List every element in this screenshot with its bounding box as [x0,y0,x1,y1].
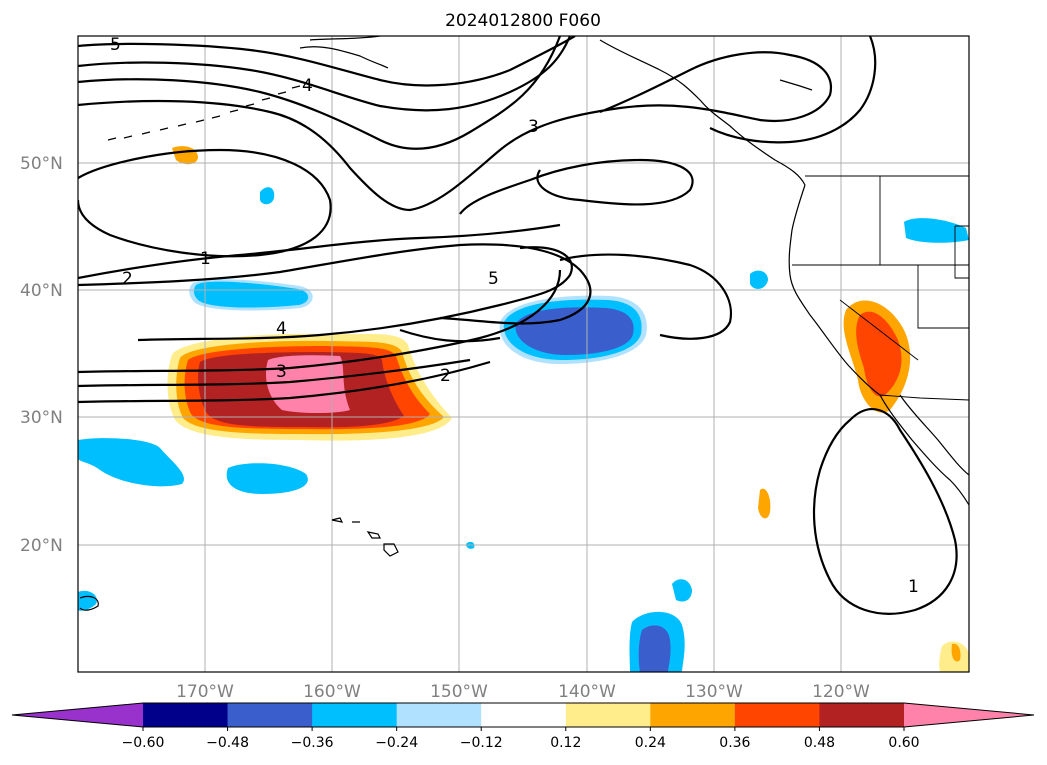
colorbar-ticks: −0.60 −0.48 −0.36 −0.24 −0.12 0.12 0.24 0.36 0.4… [122,727,920,751]
latitude-labels: 50°N 40°N 30°N 20°N [20,154,63,556]
colorbar-tick-label: −0.48 [206,735,249,751]
lon-label-160w: 160°W [303,682,361,702]
map-title: 2024012800 F060 [445,11,601,31]
gridlines [78,36,969,672]
contour-label: 4 [302,76,313,96]
map-frame [77,35,970,673]
colorbar-tick-label: 0.24 [635,735,666,751]
shaded-field [78,146,969,672]
lon-label-140w: 140°W [558,682,616,702]
political-borders [792,175,969,401]
lat-label-20n: 20°N [20,536,63,556]
colorbar-tick-label: 0.60 [888,735,919,751]
colorbar-segments [11,702,1035,728]
colorbar-segment [227,703,313,727]
contour-lines [78,36,958,615]
lat-label-50n: 50°N [20,154,63,174]
contour-label: 4 [276,319,287,339]
colorbar-extend-high [904,703,1034,727]
coastlines [79,36,969,611]
contour-label: 3 [528,117,539,137]
colorbar-extend-low [12,703,143,727]
colorbar-tick-label: 0.12 [550,735,581,751]
lat-label-40n: 40°N [20,281,63,301]
colorbar-segment [481,703,567,727]
colorbar-tick-label: 0.36 [719,735,750,751]
lat-label-30n: 30°N [20,408,63,428]
colorbar-tick-label: −0.12 [460,735,503,751]
contour-label: 2 [440,366,451,386]
contour-label: 5 [488,269,499,289]
colorbar-segment [734,703,820,727]
longitude-labels: 170°W 160°W 150°W 140°W 130°W 120°W [176,682,870,702]
contour-label: 2 [122,269,133,289]
contour-labels: 5 4 3 1 2 5 4 3 2 1 [110,35,919,597]
contour-label: 3 [276,362,287,382]
colorbar-segment [143,703,229,727]
lon-label-130w: 130°W [685,682,743,702]
contour-label: 1 [908,577,919,597]
colorbar-tick-label: −0.36 [291,735,334,751]
map-panel: 5 4 3 1 2 5 4 3 2 1 [77,35,970,673]
colorbar-tick-label: 0.48 [804,735,835,751]
colorbar-segment [650,703,736,727]
colorbar-segment [565,703,651,727]
lon-label-120w: 120°W [812,682,870,702]
colorbar-tick-label: −0.60 [122,735,165,751]
colorbar-segment [312,703,398,727]
colorbar: −0.60 −0.48 −0.36 −0.24 −0.12 0.12 0.24 0.36 0.4… [11,702,1035,751]
colorbar-tick-label: −0.24 [375,735,418,751]
colorbar-segment [819,703,905,727]
lon-label-170w: 170°W [176,682,234,702]
contour-label: 1 [200,249,211,269]
contour-label: 5 [110,35,121,55]
colorbar-segment [396,703,482,727]
lon-label-150w: 150°W [430,682,488,702]
